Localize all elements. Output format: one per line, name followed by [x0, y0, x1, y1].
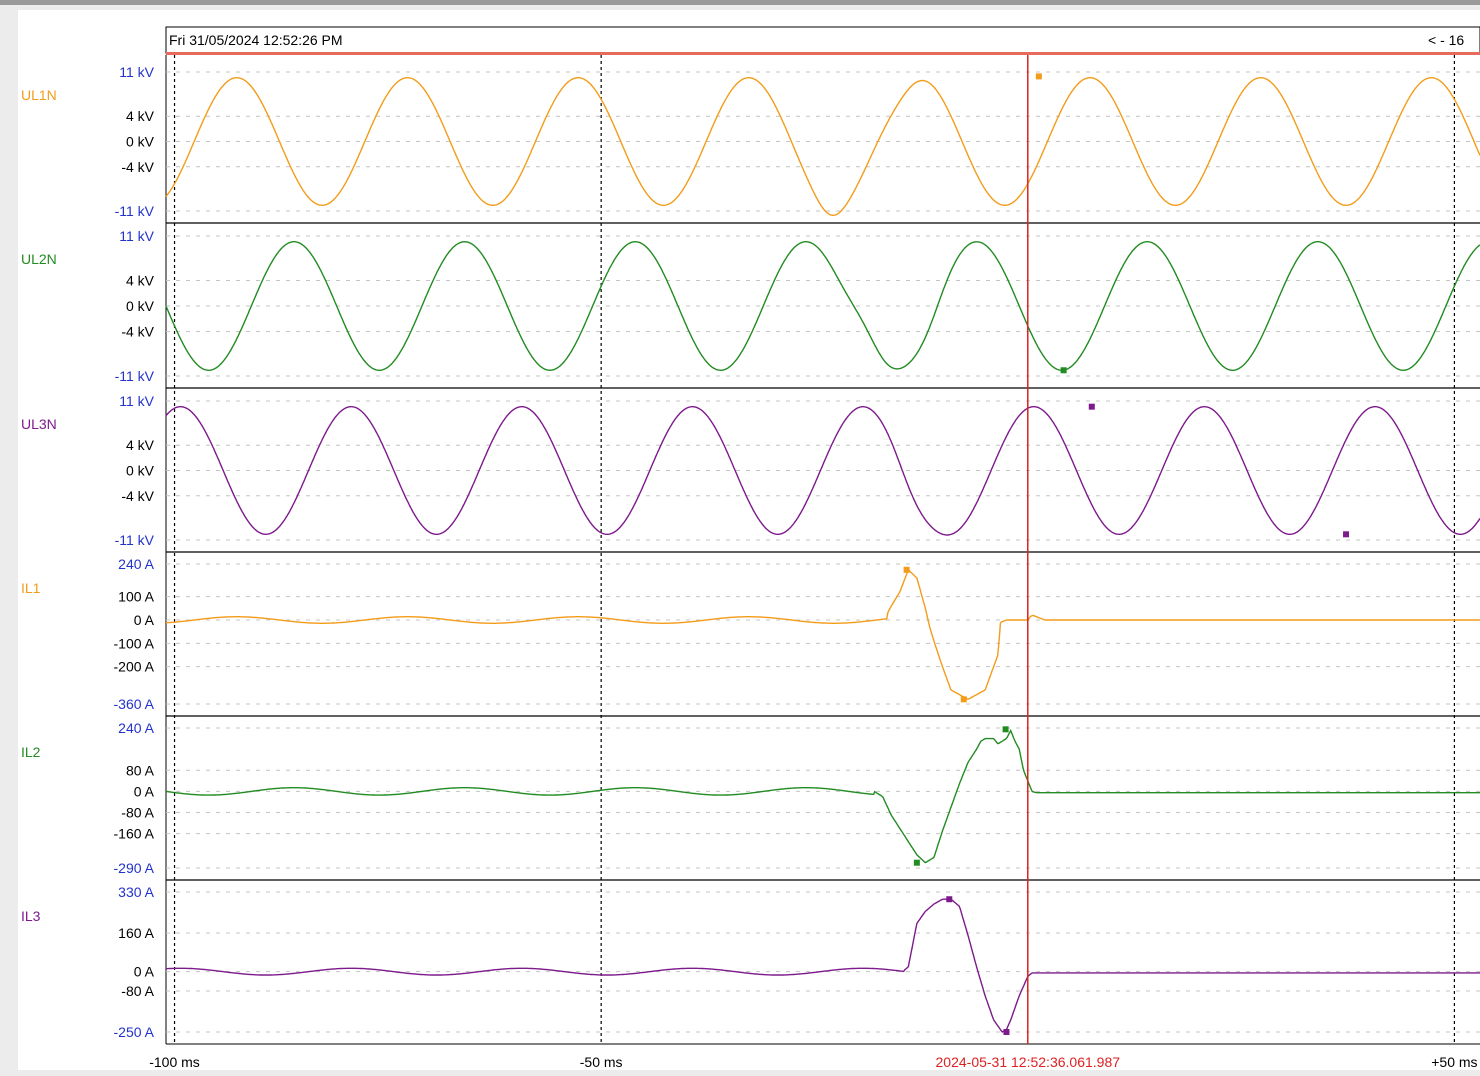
y-tick-label: 4 kV — [126, 108, 155, 124]
window-top-border — [0, 0, 1480, 5]
y-tick-label: 0 kV — [126, 463, 155, 479]
channel-name-il2: IL2 — [21, 744, 41, 760]
y-tick-label: -360 A — [114, 696, 155, 712]
y-tick-label: 4 kV — [126, 273, 155, 289]
peak-marker — [1343, 531, 1350, 538]
trace-ul3n — [165, 406, 1480, 536]
header-bar — [165, 26, 1480, 54]
trace-il3 — [166, 898, 1480, 1033]
markers-layer — [903, 73, 1350, 1035]
x-tick-label: -100 ms — [149, 1054, 200, 1070]
traces-layer — [165, 77, 1480, 1033]
header-timestamp: Fri 31/05/2024 12:52:26 PM — [169, 32, 343, 48]
y-tick-label: 0 kV — [126, 298, 155, 314]
waveform-chart[interactable]: -100 ms -50 ms +50 ms 11 kV 4 kV 0 kV -4 kV -11… — [18, 10, 1480, 1070]
grid-layer — [165, 55, 1480, 1045]
peak-marker — [960, 696, 967, 703]
peak-marker — [903, 566, 910, 573]
y-tick-label: -11 kV — [115, 368, 155, 384]
peak-marker — [946, 896, 953, 903]
y-tick-label: 240 A — [118, 720, 154, 736]
y-tick-label: 240 A — [118, 556, 154, 572]
y-tick-label: 80 A — [126, 762, 155, 778]
peak-marker — [1035, 73, 1042, 80]
channel-name-il1: IL1 — [21, 580, 41, 596]
y-tick-label: -4 kV — [121, 159, 154, 175]
y-tick-label: -4 kV — [121, 323, 154, 339]
y-tick-label: -11 kV — [115, 203, 155, 219]
y-tick-label: 11 kV — [119, 393, 154, 409]
header-nav-button[interactable]: < - 16 — [1428, 32, 1464, 48]
y-tick-label: 11 kV — [119, 228, 154, 244]
y-tick-label: 0 A — [134, 783, 155, 799]
peak-marker — [1060, 367, 1067, 374]
y-tick-label: 11 kV — [119, 64, 154, 80]
y-tick-label: 330 A — [118, 884, 154, 900]
peak-marker — [1003, 1029, 1010, 1035]
y-tick-label: -11 kV — [115, 532, 155, 548]
trace-il1 — [166, 568, 1480, 700]
trace-ul2n — [165, 240, 1480, 372]
waveform-panel: -100 ms -50 ms +50 ms 11 kV 4 kV 0 kV -4 kV -11… — [18, 10, 1480, 1070]
y-tick-label: 0 A — [134, 964, 155, 980]
x-tick-label: -50 ms — [580, 1054, 623, 1070]
peak-marker — [913, 859, 920, 866]
y-tick-label: 100 A — [118, 589, 154, 605]
y-tick-label: -80 A — [121, 983, 154, 999]
cursor-timestamp-label: 2024-05-31 12:52:36.061.987 — [936, 1054, 1121, 1070]
channel-name-il3: IL3 — [21, 908, 41, 924]
y-tick-label: -4 kV — [121, 488, 154, 504]
x-tick-label: +50 ms — [1431, 1054, 1477, 1070]
y-tick-label: -250 A — [114, 1024, 155, 1040]
y-tick-label: -290 A — [114, 860, 155, 876]
y-tick-label: 0 kV — [126, 134, 155, 150]
channel-name-ul3n: UL3N — [21, 416, 57, 432]
trace-il2 — [165, 728, 1480, 864]
y-tick-label: -200 A — [114, 659, 155, 675]
y-tick-label: 160 A — [118, 925, 154, 941]
trace-ul1n — [165, 77, 1480, 216]
axis-labels-layer: -100 ms -50 ms +50 ms 11 kV 4 kV 0 kV -4 kV -11… — [21, 64, 1478, 1070]
y-tick-label: 0 A — [134, 612, 155, 628]
peak-marker — [1002, 726, 1009, 733]
y-tick-label: -100 A — [114, 635, 155, 651]
y-tick-label: -80 A — [121, 805, 154, 821]
peak-marker — [1088, 403, 1095, 410]
channel-name-ul1n: UL1N — [21, 87, 57, 103]
header-red-line — [166, 52, 1480, 55]
channel-name-ul2n: UL2N — [21, 251, 57, 267]
y-tick-label: 4 kV — [126, 437, 155, 453]
y-tick-label: -160 A — [114, 826, 155, 842]
